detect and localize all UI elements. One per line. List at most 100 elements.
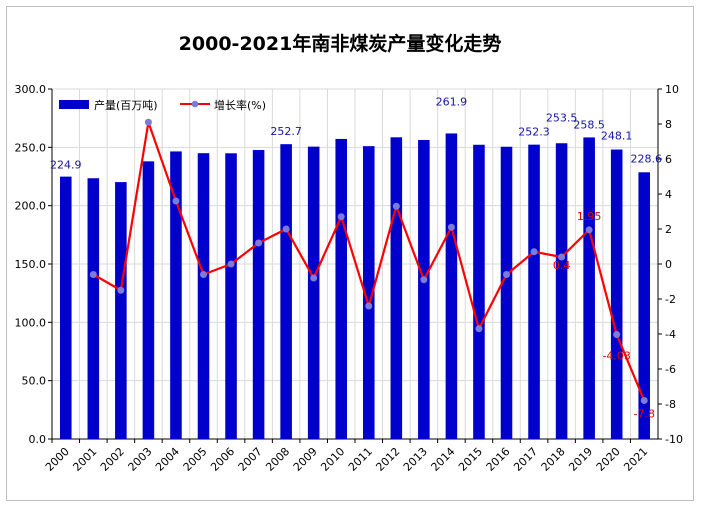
growth-rate-point [282,225,290,233]
bar [142,161,155,440]
bar-value-label: 228.6 [630,152,662,165]
x-tick-label: 2015 [456,445,485,474]
right-tick-label: -2 [665,293,676,306]
right-tick-label: 0 [665,258,672,271]
x-tick-label: 2006 [208,445,237,474]
bar [473,144,485,439]
growth-rate-point [530,248,538,256]
growth-rate-point [144,118,152,126]
bar-value-label: 252.3 [518,126,550,139]
growth-rate-value-label: -7.8 [633,408,654,421]
bar [252,150,265,439]
legend-bar-swatch [59,100,89,109]
x-tick-label: 2010 [318,445,347,474]
right-tick-label: 6 [665,153,672,166]
growth-rate-point [447,223,455,231]
x-tick-label: 2005 [181,445,210,474]
bar [115,182,127,439]
bar [197,153,210,439]
legend: 产量(百万吨) 增长率(%) [59,98,266,112]
bar-value-label: 252.7 [270,125,302,138]
bar [362,146,375,439]
x-tick-label: 2004 [153,445,182,474]
x-tick-label: 2012 [373,445,402,474]
bar-value-label: 261.9 [436,95,468,108]
growth-rate-point [365,302,373,310]
growth-rate-point [613,331,621,339]
x-tick-label: 2001 [70,445,99,474]
x-tick-label: 2017 [511,445,540,474]
bar [610,149,623,440]
x-tick-label: 2013 [401,445,430,474]
bar [87,178,100,439]
right-tick-label: 4 [665,188,672,201]
bar-value-label: 224.9 [50,159,82,172]
bar [225,153,237,440]
right-tick-label: -4 [665,328,676,341]
growth-rate-point [172,197,180,205]
growth-rate-point [558,253,566,261]
right-tick-label: -10 [665,433,683,446]
growth-rate-point [503,271,510,278]
growth-rate-value-label: 0.4 [553,259,571,272]
growth-rate-point [392,202,400,210]
x-tick-label: 2007 [236,445,265,474]
left-tick-label: 200.0 [15,200,47,213]
bar [418,139,430,439]
growth-rate-point [585,226,593,234]
bar [500,146,513,439]
growth-rate-point [89,271,97,278]
growth-rate-point [475,325,483,333]
x-tick-label: 2020 [594,445,623,474]
left-tick-label: 250.0 [15,141,47,154]
bar-value-label: 258.5 [573,118,605,131]
x-tick-label: 2003 [126,445,155,474]
growth-rate-point [227,260,235,268]
left-tick-label: 0.0 [29,433,47,446]
growth-rate-value-label: -4.03 [602,350,630,363]
right-tick-label: 2 [665,223,672,236]
legend-line-marker [191,100,199,108]
right-tick-label: 10 [665,83,679,96]
bar [555,143,568,439]
bar [59,176,72,439]
x-tick-label: 2011 [346,445,375,474]
bar-series [59,133,651,440]
growth-rate-point [640,397,648,404]
x-tick-label: 2021 [621,445,650,474]
x-tick-label: 2009 [291,445,320,474]
left-tick-label: 50.0 [22,375,47,388]
bar [583,137,595,439]
x-tick-label: 2000 [43,445,72,474]
right-tick-label: -8 [665,398,676,411]
bar [445,133,458,439]
left-tick-label: 150.0 [15,258,47,271]
chart-title: 2000-2021年南非煤炭产量变化走势 [179,32,502,55]
x-tick-label: 2014 [429,445,458,474]
x-tick-label: 2019 [566,445,595,474]
x-tick-label: 2018 [539,445,568,474]
growth-rate-point [117,286,125,294]
growth-rate-point [200,271,207,278]
legend-line-label: 增长率(%) [214,98,266,112]
bar [528,144,540,439]
growth-rate-point [420,276,428,284]
bar [390,137,403,440]
x-tick-label: 2008 [263,445,292,474]
bar-value-label: 248.1 [601,130,633,143]
bar [280,144,292,439]
bar [170,151,182,439]
bar-value-label: 253.5 [546,111,578,124]
growth-rate-point [337,213,345,221]
legend-bar-label: 产量(百万吨) [94,98,158,112]
growth-rate-value-label: 1.95 [577,210,602,223]
x-tick-label: 2016 [484,445,513,474]
bar [335,138,348,439]
right-tick-label: 8 [665,118,672,131]
left-tick-label: 100.0 [15,316,47,329]
axes: 0.0 50.0 100.0 150.0 200.0 250.0 300.0 -10 -8 -6 -… [15,83,683,474]
bar [638,172,651,440]
bar [307,146,320,439]
